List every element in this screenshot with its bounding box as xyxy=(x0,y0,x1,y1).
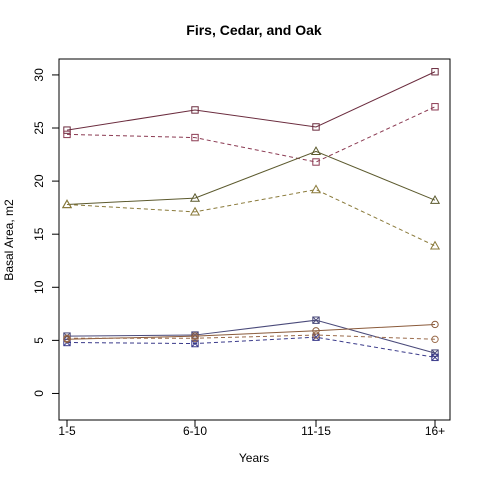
data-point xyxy=(429,240,441,250)
data-point xyxy=(61,199,73,209)
series-line xyxy=(67,334,436,340)
series-0 xyxy=(63,68,439,134)
plot-frame xyxy=(58,58,451,421)
data-point xyxy=(310,184,322,194)
data-point xyxy=(189,192,201,202)
y-tick-label: 20 xyxy=(32,174,46,188)
data-point xyxy=(191,133,199,142)
data-point xyxy=(191,334,199,342)
data-point xyxy=(431,349,439,357)
data-point xyxy=(312,316,320,324)
y-tick-label: 5 xyxy=(32,337,46,344)
series-3 xyxy=(61,184,441,250)
data-point xyxy=(429,195,441,204)
data-point xyxy=(431,320,439,329)
data-point xyxy=(63,334,71,342)
x-tick-label: 16+ xyxy=(425,424,445,438)
x-tick-label: 11-15 xyxy=(301,424,331,438)
chart-title: Firs, Cedar, and Oak xyxy=(186,22,322,38)
data-point xyxy=(431,353,439,362)
series-7 xyxy=(63,331,439,344)
data-point xyxy=(431,103,439,111)
data-point xyxy=(312,327,320,335)
series-line xyxy=(66,336,436,358)
x-axis-label: Years xyxy=(239,451,269,465)
data-point xyxy=(63,130,71,139)
y-tick-label: 25 xyxy=(32,121,46,135)
series-line xyxy=(66,319,436,354)
y-tick-label: 10 xyxy=(32,280,46,294)
y-tick-label: 30 xyxy=(32,68,46,82)
data-point xyxy=(431,335,439,344)
series-1 xyxy=(63,103,439,166)
data-point xyxy=(431,68,439,76)
series-line xyxy=(66,323,436,340)
series-line xyxy=(66,71,436,131)
series-6 xyxy=(63,320,439,344)
data-point-cross xyxy=(312,316,320,324)
data-point xyxy=(191,106,199,114)
data-point xyxy=(312,331,320,339)
data-point-cross xyxy=(431,353,439,361)
data-point xyxy=(191,339,199,348)
y-axis: 0 5 10 15 20 25 30 xyxy=(32,68,59,397)
x-axis: 1-5 6-10 11-15 16+ xyxy=(58,420,445,438)
data-point xyxy=(191,332,199,340)
series-2 xyxy=(61,146,441,209)
data-point xyxy=(312,123,320,131)
data-point xyxy=(312,158,320,166)
series-line xyxy=(66,189,436,247)
data-point xyxy=(310,146,322,156)
data-point xyxy=(63,126,71,134)
x-tick-label: 6-10 xyxy=(183,424,207,438)
series-line xyxy=(66,150,436,205)
data-point xyxy=(189,206,201,216)
series-layer xyxy=(61,68,441,362)
y-tick-label: 15 xyxy=(32,227,46,241)
y-axis-label: Basal Area, m2 xyxy=(2,199,16,281)
y-tick-label: 0 xyxy=(32,390,46,397)
data-point-cross xyxy=(191,339,199,348)
x-tick-label: 1-5 xyxy=(58,424,76,438)
series-line xyxy=(66,106,436,163)
